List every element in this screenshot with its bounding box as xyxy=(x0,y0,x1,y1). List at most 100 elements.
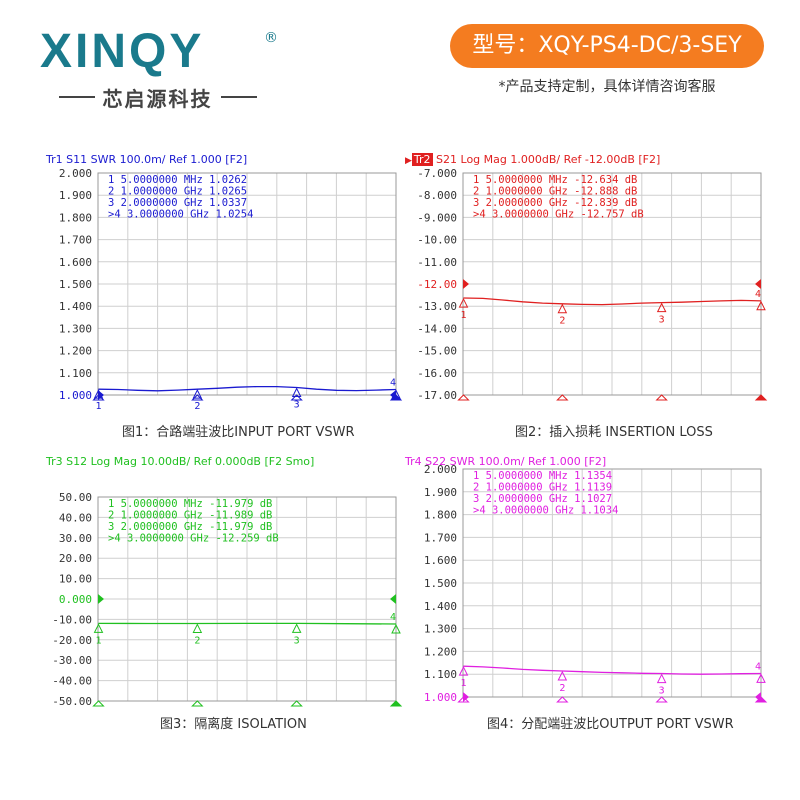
y-tick-label: -30.00 xyxy=(52,654,92,667)
chart-caption: 图4：分配端驻波比OUTPUT PORT VSWR xyxy=(487,717,734,732)
registered-mark: ® xyxy=(264,30,278,46)
marker-label: 4 xyxy=(755,661,761,672)
trace-marker: 3 xyxy=(656,302,667,326)
ref-marker-left xyxy=(98,390,104,400)
marker-triangle xyxy=(93,389,104,399)
marker-triangle xyxy=(192,623,203,633)
marker-triangle xyxy=(557,670,568,681)
ref-marker-right xyxy=(390,390,396,400)
marker-readout: >4 3.0000000 GHz 1.0254 xyxy=(108,209,253,221)
marker-label: 2 xyxy=(194,635,200,646)
marker-label: 3 xyxy=(659,686,665,697)
y-tick-label: 1.300 xyxy=(59,322,92,335)
marker-readout: 1 5.0000000 MHz 1.1354 xyxy=(473,470,612,482)
plot-frame xyxy=(462,172,762,396)
grid xyxy=(97,496,397,702)
trace-marker: 2 xyxy=(192,388,203,412)
marker-label: 3 xyxy=(659,315,665,326)
trace-marker: 4 xyxy=(390,612,401,634)
marker-label: 2 xyxy=(194,401,200,412)
marker-readout: >4 3.0000000 GHz -12.259 dB xyxy=(108,533,279,545)
marker-label: 4 xyxy=(390,612,396,623)
trace-header: Tr4 S22 SWR 100.0m/ Ref 1.000 [F2] xyxy=(405,455,606,468)
trace-header: ▶ Tr2 S21 Log Mag 1.000dB/ Ref -12.00dB [… xyxy=(405,153,660,166)
trace-marker: 1 xyxy=(93,389,104,412)
logo-wordmark: XINQY xyxy=(40,25,205,78)
x-marker-triangle xyxy=(191,700,204,707)
x-marker-triangle xyxy=(92,394,105,401)
grid xyxy=(462,172,762,396)
plot-frame xyxy=(97,496,397,702)
marker-label: 2 xyxy=(559,683,565,694)
y-tick-label: -40.00 xyxy=(52,675,92,688)
marker-readout: 1 5.0000000 MHz -11.979 dB xyxy=(108,498,272,510)
marker-label: 1 xyxy=(95,635,101,646)
marker-label: 1 xyxy=(95,401,101,412)
y-tick-label: 1.400 xyxy=(59,300,92,313)
x-marker-triangle xyxy=(389,394,403,401)
x-marker-triangle xyxy=(754,696,768,703)
y-tick-label: -20.00 xyxy=(52,634,92,647)
marker-triangle xyxy=(291,387,302,398)
trace-marker: 1 xyxy=(93,623,104,646)
trace-line xyxy=(463,665,762,675)
y-tick-label: -7.000 xyxy=(417,167,457,180)
x-marker-triangle xyxy=(389,700,403,707)
marker-readout: 3 2.0000000 GHz -12.839 dB xyxy=(473,197,637,209)
y-tick-label: 1.300 xyxy=(424,623,457,636)
marker-triangle xyxy=(93,623,104,633)
trace-marker: 3 xyxy=(291,623,302,646)
trace-marker: 3 xyxy=(656,673,667,697)
trace-line xyxy=(463,297,762,306)
y-tick-label: 1.500 xyxy=(59,278,92,291)
y-tick-label: 1.000 xyxy=(59,389,92,402)
company-name-text: 芯启源科技 xyxy=(102,86,213,111)
marker-readout: 2 1.0000000 GHz -12.888 dB xyxy=(473,186,637,198)
y-tick-label: -13.00 xyxy=(417,300,457,313)
x-marker-triangle xyxy=(655,696,668,703)
trace-marker: 1 xyxy=(458,297,469,321)
marker-triangle xyxy=(756,300,766,311)
trace-marker: 4 xyxy=(755,661,766,683)
x-marker-triangle xyxy=(457,696,470,703)
marker-label: 3 xyxy=(294,635,300,646)
x-marker-triangle xyxy=(92,700,105,707)
trace-line xyxy=(98,385,397,392)
plot-frame xyxy=(97,172,397,396)
marker-triangle xyxy=(656,673,667,684)
ref-marker-left xyxy=(463,279,469,289)
chart-caption: 图2：插入损耗 INSERTION LOSS xyxy=(515,425,713,440)
y-tick-label: -9.000 xyxy=(417,211,457,224)
model-badge: 型号：XQY-PS4-DC/3-SEY xyxy=(450,24,764,68)
y-tick-label: 1.200 xyxy=(59,345,92,358)
y-tick-label: -17.00 xyxy=(417,389,457,402)
x-marker-triangle xyxy=(754,394,768,401)
custom-note: *产品支持定制，具体详情咨询客服 xyxy=(498,79,716,95)
marker-readout: 2 1.0000000 GHz 1.1139 xyxy=(473,482,612,494)
marker-triangle xyxy=(192,388,203,399)
y-tick-label: 30.00 xyxy=(59,532,92,545)
y-tick-label: 1.800 xyxy=(59,211,92,224)
plot-frame xyxy=(462,468,762,698)
x-marker-triangle xyxy=(290,394,303,401)
y-tick-label: -11.00 xyxy=(417,256,457,269)
marker-readout: >4 3.0000000 GHz 1.1034 xyxy=(473,505,618,517)
trace-marker: 2 xyxy=(557,303,568,327)
brand-logo: XINQY ® 芯启源科技 xyxy=(40,25,280,111)
y-tick-label: 1.800 xyxy=(424,509,457,522)
trace-id: Tr1 xyxy=(46,153,63,166)
marker-triangle xyxy=(557,303,568,314)
trace-marker: 1 xyxy=(458,666,469,689)
marker-label: 1 xyxy=(460,310,466,321)
y-tick-label: 1.900 xyxy=(424,486,457,499)
ref-marker-right xyxy=(755,279,761,289)
x-marker-triangle xyxy=(655,394,668,401)
marker-triangle xyxy=(458,666,469,676)
marker-triangle xyxy=(458,297,469,308)
trace-id: Tr3 xyxy=(46,455,63,468)
x-marker-triangle xyxy=(556,394,569,401)
trace-settings: S12 Log Mag 10.00dB/ Ref 0.000dB [F2 Smo… xyxy=(62,455,315,468)
